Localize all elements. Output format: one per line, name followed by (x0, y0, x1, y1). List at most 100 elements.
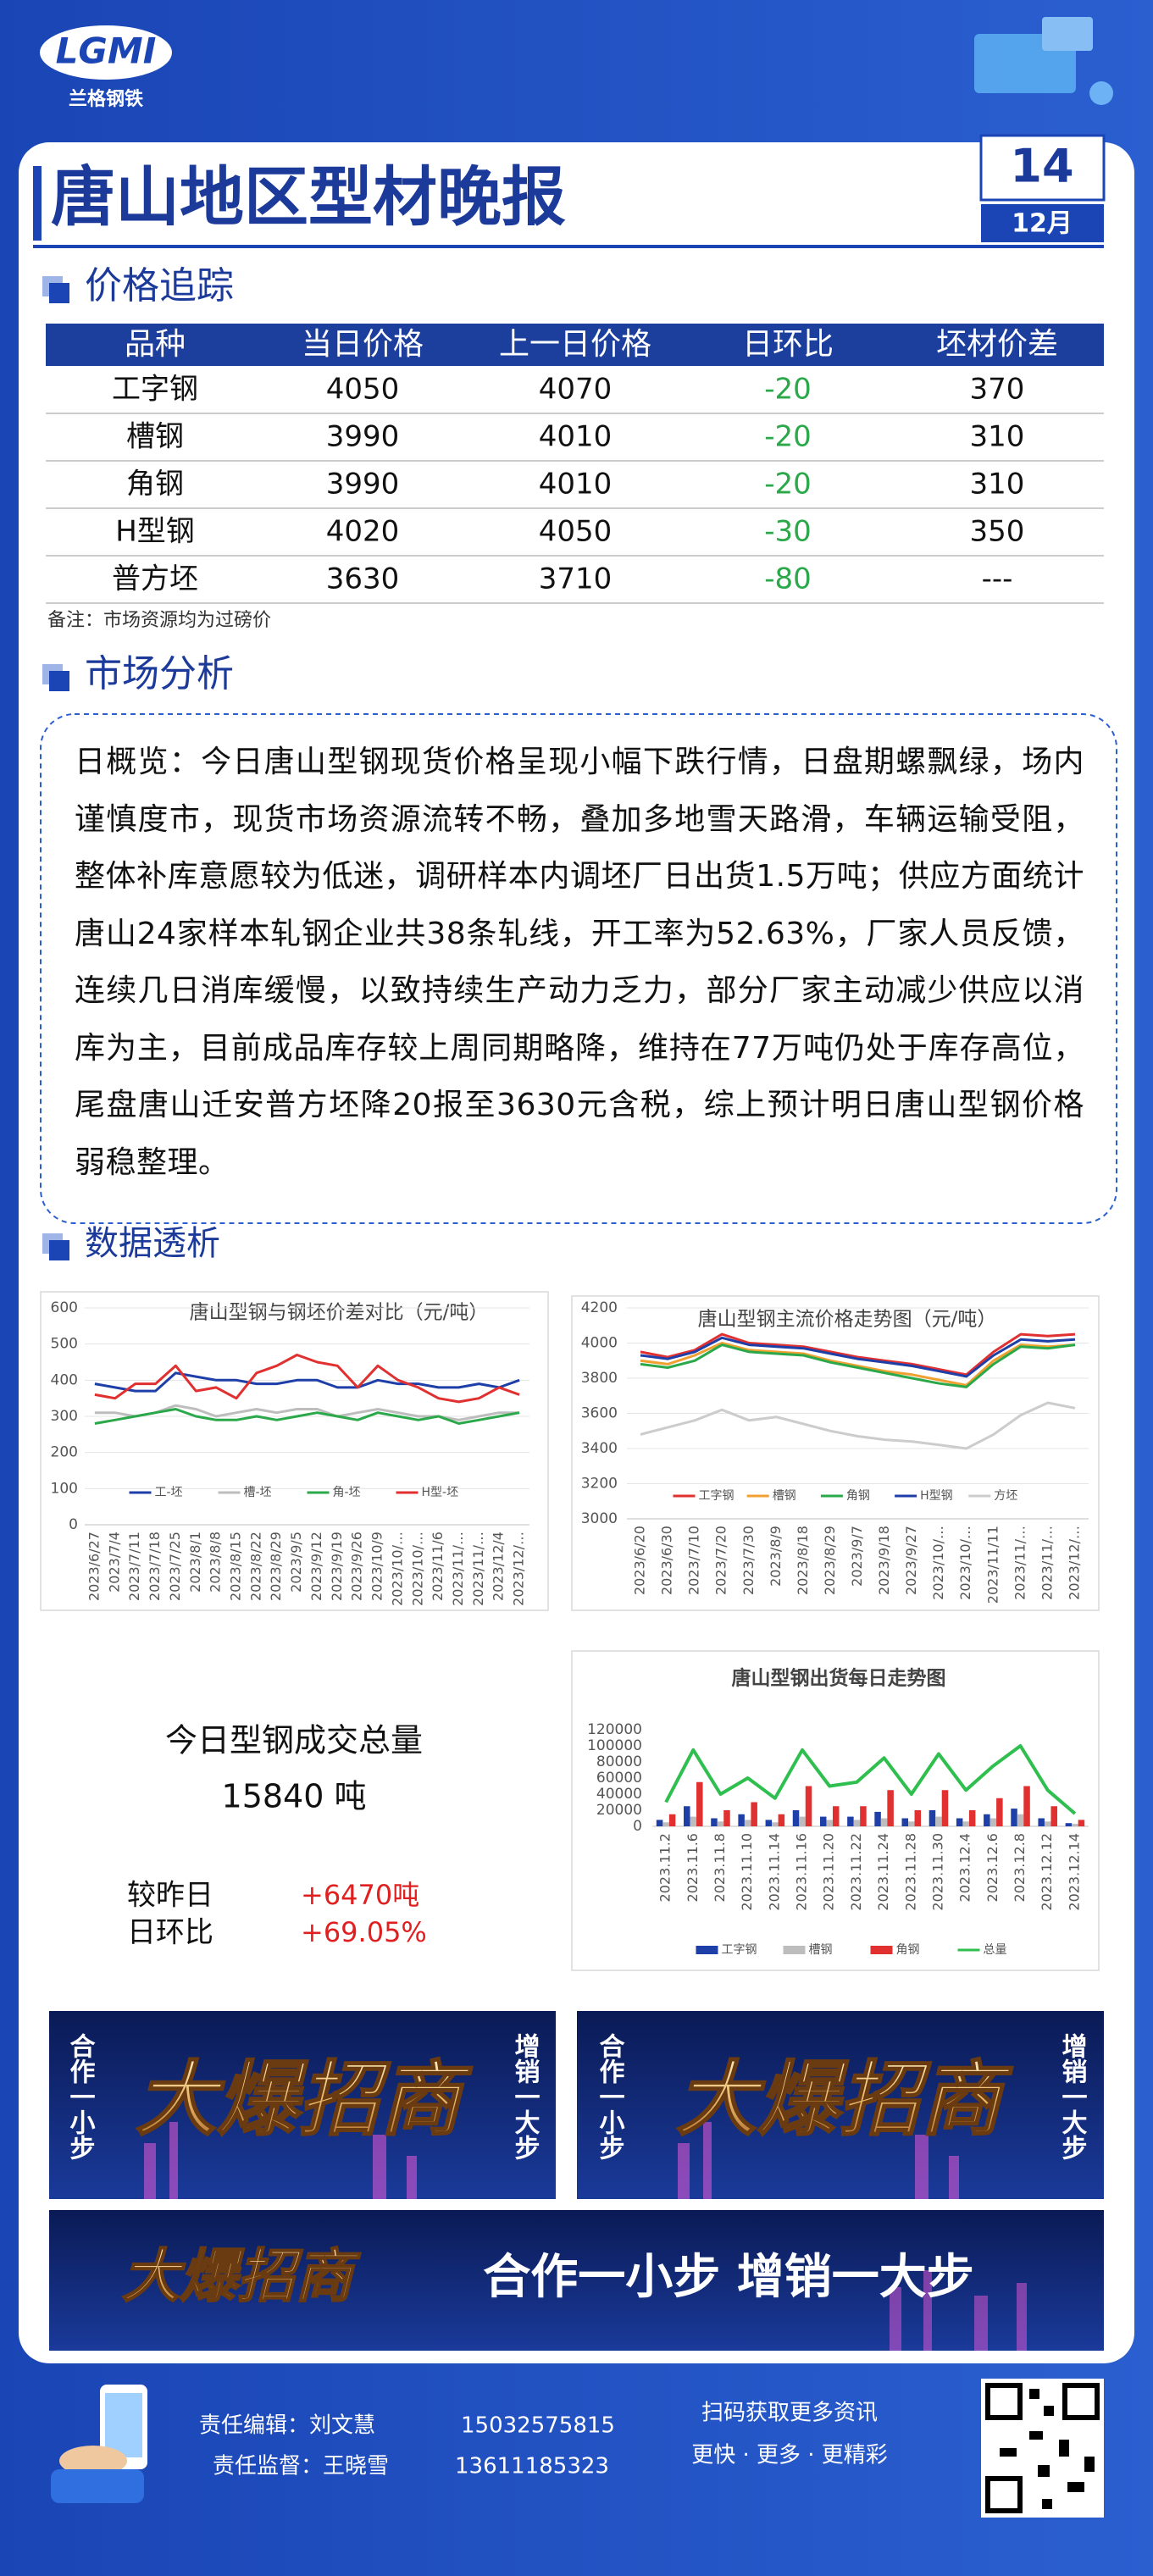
banner-slogan: 增销一大步 (1057, 2033, 1088, 2160)
banner-headline: 大爆招商 (136, 2052, 473, 2147)
column-header: 坯材价差 (936, 327, 1058, 362)
chart-frame (40, 1291, 549, 1611)
bar (935, 1816, 942, 1826)
legend-swatch (783, 1946, 806, 1954)
qr-code[interactable] (981, 2379, 1104, 2518)
x-tick-label: 2023/8/22 (247, 1532, 263, 1601)
x-tick-label: 2023.11.8 (712, 1833, 728, 1902)
x-tick-label: 2023/9/19 (329, 1532, 345, 1601)
chart: 唐山型钢出货每日走势图 02000040000600008000010000012… (571, 1650, 1100, 1971)
table-cell: 4050 (539, 515, 613, 549)
x-tick-label: 2023/9/5 (288, 1532, 304, 1593)
section-title: 价格追踪 (85, 264, 234, 307)
x-tick-label: 2023/11/6 (430, 1532, 446, 1601)
bar (968, 1810, 976, 1826)
bar (956, 1818, 963, 1826)
y-tick-label: 80000 (596, 1753, 642, 1770)
legend-label: 槽-坯 (244, 1486, 272, 1499)
table-cell: 4010 (539, 420, 613, 454)
bar (1044, 1821, 1051, 1826)
series-line (640, 1343, 1076, 1388)
legend-label: 角钢 (896, 1943, 920, 1957)
series-line (640, 1401, 1076, 1450)
bar (744, 1820, 751, 1826)
logo: LGMI (56, 30, 157, 72)
bar (805, 1786, 812, 1826)
volume-label: 今日型钢成交总量 (165, 1722, 423, 1759)
y-tick-label: 3400 (581, 1440, 618, 1457)
table-note: 备注：市场资源均为过磅价 (47, 610, 271, 631)
product-name: H型钢 (115, 515, 195, 549)
banner[interactable]: 合作一小步 增销一大步 大爆招商 (49, 2011, 556, 2199)
x-tick-label: 2023.11.14 (766, 1833, 782, 1911)
bar (984, 1814, 990, 1826)
change-label: 较昨日 (127, 1879, 213, 1913)
change-value: +6470吨 (301, 1879, 419, 1911)
day-box (979, 134, 1106, 202)
bar (880, 1818, 888, 1826)
x-tick-label: 2023.11.10 (739, 1833, 755, 1911)
series-line (94, 1404, 520, 1421)
bar (908, 1821, 915, 1826)
table-cell: 4020 (326, 515, 400, 549)
table-cell: 350 (970, 515, 1025, 549)
bar (853, 1820, 861, 1826)
bar (941, 1790, 949, 1826)
series-line (94, 1408, 520, 1425)
x-tick-label: 2023/7/4 (106, 1532, 122, 1593)
bar (996, 1798, 1003, 1826)
bar (751, 1802, 757, 1826)
legend-label: 方坯 (994, 1489, 1017, 1503)
table-cell: 4070 (539, 373, 613, 407)
x-tick-label: 2023/11/… (450, 1532, 466, 1606)
bar (778, 1814, 785, 1826)
x-tick-label: 2023/11/11 (984, 1526, 1001, 1604)
bar (799, 1816, 806, 1826)
ratio-label: 日环比 (127, 1916, 213, 1950)
legend-label: H型钢 (920, 1489, 953, 1503)
bar (711, 1818, 718, 1826)
legend-label: 角钢 (846, 1489, 870, 1503)
banner[interactable]: 大爆招商 合作一小步 增销一大步 (49, 2210, 1104, 2351)
bar (1038, 1818, 1045, 1826)
chart-title: 唐山型钢与钢坯价差对比（元/吨） (190, 1302, 489, 1324)
product-name: 普方坯 (112, 562, 198, 596)
x-tick-label: 2023/7/10 (686, 1526, 702, 1595)
supervisor: 责任监督：王晓雪 (213, 2454, 389, 2479)
bar (1078, 1820, 1085, 1826)
table-cell: 4050 (326, 373, 400, 407)
x-tick-label: 2023.11.6 (685, 1833, 701, 1902)
x-tick-label: 2023/9/7 (849, 1526, 865, 1587)
y-tick-label: 4000 (581, 1335, 618, 1352)
y-tick-label: 3600 (581, 1405, 618, 1422)
title-bar (33, 166, 42, 241)
bar (662, 1822, 669, 1826)
report-title: 唐山地区型材晚报 (51, 159, 566, 235)
bar (887, 1790, 894, 1826)
x-tick-label: 2023/9/27 (903, 1526, 919, 1595)
bar (928, 1810, 936, 1826)
header-decoration (974, 17, 1113, 105)
supervisor-phone: 13611185323 (455, 2454, 609, 2479)
analysis-box (40, 713, 1117, 1224)
x-tick-label: 2023.12.14 (1066, 1833, 1082, 1911)
x-tick-label: 2023/7/11 (126, 1532, 142, 1601)
bar (847, 1816, 854, 1826)
product-name: 角钢 (126, 468, 184, 501)
table-cell: -20 (764, 373, 812, 407)
banner[interactable]: 合作一小步 增销一大步 大爆招商 (577, 2011, 1104, 2199)
section-title: 市场分析 (85, 652, 234, 695)
table-cell: 3710 (539, 562, 613, 596)
table-cell: -20 (764, 468, 812, 501)
bar (819, 1816, 827, 1826)
bar (962, 1821, 969, 1826)
column-header: 日环比 (742, 327, 834, 362)
bar (696, 1781, 703, 1826)
legend-label: 槽钢 (773, 1489, 796, 1503)
y-tick-label: 0 (69, 1516, 78, 1533)
x-tick-label: 2023.12.8 (1012, 1833, 1028, 1902)
editor: 责任编辑：刘文慧 (199, 2413, 375, 2439)
x-tick-label: 2023.11.28 (902, 1833, 918, 1911)
chart-title: 唐山型钢出货每日走势图 (732, 1667, 946, 1690)
legend-swatch (870, 1946, 893, 1954)
